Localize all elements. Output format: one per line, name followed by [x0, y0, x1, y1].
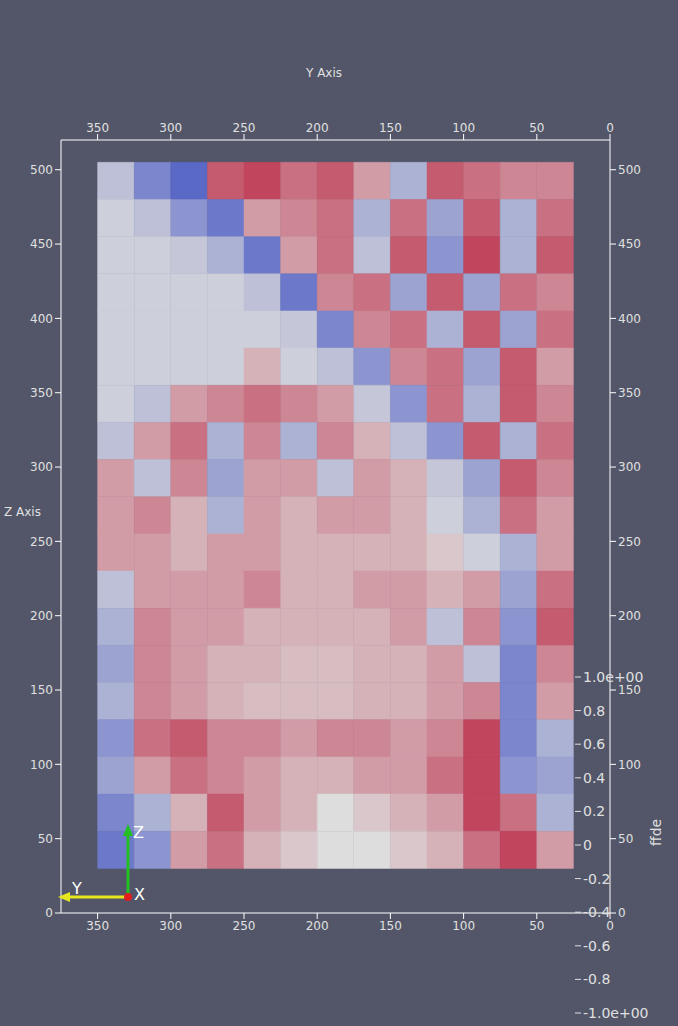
svg-text:200: 200	[30, 609, 53, 623]
svg-text:200: 200	[618, 609, 641, 623]
svg-text:100: 100	[30, 758, 53, 772]
svg-text:Y: Y	[71, 879, 82, 898]
html-text:Y Axis: Y Axis	[306, 66, 342, 80]
svg-text:Z: Z	[133, 823, 144, 842]
svg-text:200: 200	[306, 121, 329, 135]
svg-text:150: 150	[618, 683, 641, 697]
svg-text:0.6: 0.6	[583, 736, 605, 752]
svg-text:-0.4: -0.4	[583, 904, 610, 920]
svg-text:0: 0	[606, 919, 614, 933]
svg-text:150: 150	[379, 919, 402, 933]
svg-text:250: 250	[30, 535, 53, 549]
svg-text:300: 300	[159, 121, 182, 135]
svg-text:350: 350	[618, 386, 641, 400]
svg-text:300: 300	[159, 919, 182, 933]
html-text:ffde: ffde	[648, 818, 664, 846]
svg-text:200: 200	[306, 919, 329, 933]
svg-text:500: 500	[30, 163, 53, 177]
svg-text:-0.6: -0.6	[583, 938, 610, 954]
svg-text:0: 0	[618, 906, 626, 920]
svg-text:300: 300	[618, 460, 641, 474]
svg-text:50: 50	[529, 919, 544, 933]
svg-text:250: 250	[233, 121, 256, 135]
svg-text:100: 100	[452, 121, 475, 135]
svg-text:50: 50	[529, 121, 544, 135]
svg-text:250: 250	[618, 535, 641, 549]
svg-text:-0.8: -0.8	[583, 971, 610, 987]
svg-text:0: 0	[583, 837, 592, 853]
svg-text:350: 350	[86, 919, 109, 933]
svg-text:400: 400	[30, 312, 53, 326]
svg-text:100: 100	[618, 758, 641, 772]
svg-text:0.8: 0.8	[583, 703, 605, 719]
svg-text:250: 250	[233, 919, 256, 933]
svg-text:0.2: 0.2	[583, 803, 605, 819]
svg-text:X: X	[134, 885, 145, 904]
svg-text:350: 350	[86, 121, 109, 135]
svg-text:450: 450	[30, 237, 53, 251]
svg-text:400: 400	[618, 312, 641, 326]
svg-text:500: 500	[618, 163, 641, 177]
svg-text:150: 150	[379, 121, 402, 135]
svg-text:300: 300	[30, 460, 53, 474]
svg-text:1.0e+00: 1.0e+00	[583, 669, 643, 685]
svg-text:0: 0	[606, 121, 614, 135]
svg-text:-1.0e+00: -1.0e+00	[583, 1005, 648, 1021]
svg-text:0: 0	[45, 906, 53, 920]
html-text:Z Axis: Z Axis	[4, 505, 41, 519]
svg-text:0.4: 0.4	[583, 770, 605, 786]
svg-text:150: 150	[30, 683, 53, 697]
svg-text:100: 100	[452, 919, 475, 933]
svg-text:-0.2: -0.2	[583, 871, 610, 887]
svg-text:350: 350	[30, 386, 53, 400]
svg-text:450: 450	[618, 237, 641, 251]
svg-text:50: 50	[618, 832, 633, 846]
svg-text:50: 50	[38, 832, 53, 846]
